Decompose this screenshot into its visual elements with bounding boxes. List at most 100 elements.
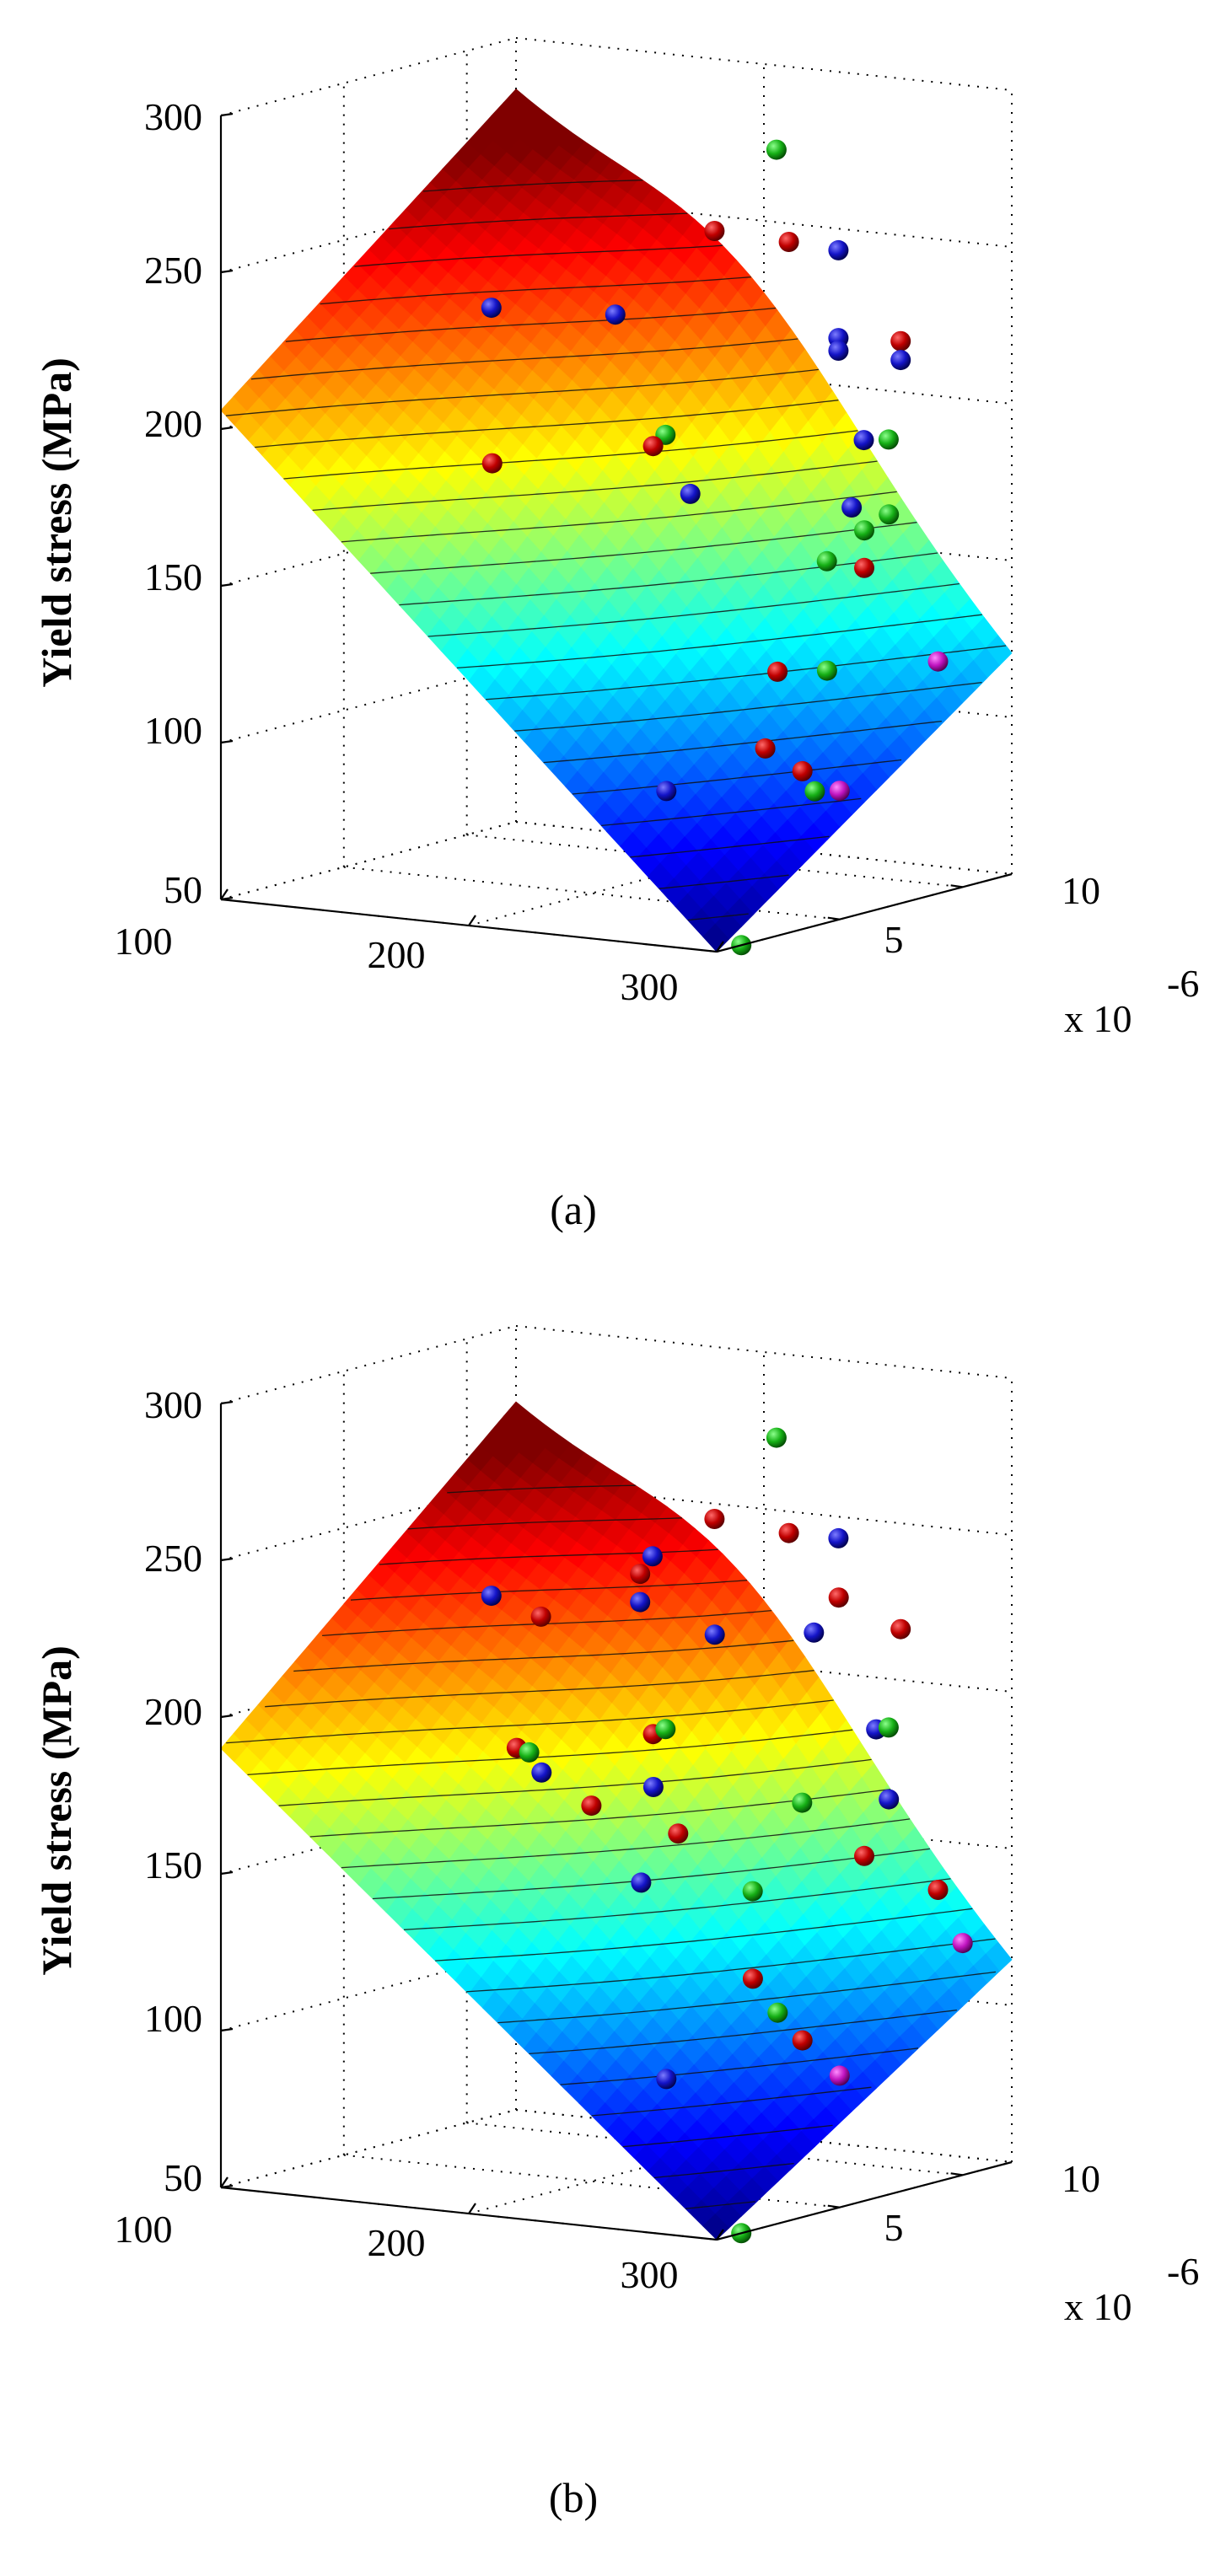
gridline	[220, 821, 517, 900]
tick-layer: 50 100 150 200 250 300 100 200 300 5 10 …	[115, 95, 1200, 1040]
gridline	[220, 37, 517, 116]
z-tick-mark	[220, 2027, 234, 2032]
data-point-blue	[828, 341, 849, 361]
data-point-red	[890, 1618, 911, 1640]
data-point-blue	[841, 497, 863, 518]
z-tick-mark	[220, 896, 234, 901]
contour-line	[486, 645, 1007, 700]
contour-line	[622, 2124, 833, 2148]
points-layer	[481, 139, 949, 956]
contour-line	[653, 2162, 794, 2179]
z-tick-mark	[220, 1557, 234, 1562]
contour-line	[456, 614, 982, 669]
y-scale-label: x 10	[1064, 997, 1132, 1040]
data-point-red	[742, 1968, 763, 1989]
y-tick-label: 5	[884, 2206, 904, 2249]
data-point-green	[792, 1792, 813, 1813]
contour-line	[341, 1818, 911, 1869]
gridline	[515, 1325, 1013, 1379]
data-point-blue	[828, 1527, 849, 1548]
z-tick-label: 250	[144, 249, 202, 292]
y-tick-label: 10	[1062, 869, 1100, 912]
contour-line	[572, 759, 902, 795]
contour-line	[659, 874, 789, 889]
data-point-blue	[656, 781, 677, 802]
data-point-green	[804, 781, 825, 802]
z-tick-mark	[220, 1870, 234, 1876]
data-point-red	[854, 1845, 874, 1866]
y-tick-label: 10	[1062, 2157, 1100, 2200]
contour-line	[225, 368, 819, 416]
x-tick-label: 300	[621, 965, 679, 1008]
data-point-red	[778, 1522, 799, 1543]
data-point-green	[766, 1427, 787, 1448]
z-tick-label: 50	[164, 868, 202, 911]
data-point-red	[778, 232, 799, 252]
contour-line	[250, 338, 798, 380]
contour-line	[226, 1699, 834, 1744]
contour-line	[601, 797, 862, 827]
contour-line	[447, 1484, 636, 1494]
z-tick-label: 200	[144, 402, 202, 445]
z-tick-label: 250	[144, 1537, 202, 1580]
contour-line	[265, 1670, 814, 1708]
figure-caption: (a)	[550, 1186, 597, 1233]
data-point-red	[481, 453, 503, 474]
contour-line	[543, 720, 942, 764]
contour-line	[529, 2009, 957, 2055]
contour-line	[293, 1640, 794, 1672]
data-point-red	[792, 760, 813, 781]
surface-chart-b: 50 100 150 200 250 300 100 200 300 5 10 …	[33, 1325, 1199, 2521]
data-point-red	[668, 1823, 689, 1844]
data-point-blue	[656, 2069, 677, 2090]
contour-line	[312, 460, 878, 512]
data-point-green	[655, 1719, 676, 1740]
contour-layer	[226, 1484, 996, 2209]
contour-line	[278, 1758, 872, 1806]
z-tick-label: 100	[144, 1997, 202, 2040]
contour-line	[389, 212, 688, 230]
contour-line	[247, 1729, 853, 1776]
data-point-green	[519, 1741, 540, 1763]
x-tick-mark	[220, 2176, 228, 2188]
contour-line	[322, 1609, 772, 1637]
contour-line	[427, 582, 960, 637]
data-point-blue	[642, 1546, 663, 1567]
contour-line	[255, 400, 839, 448]
contour-line	[497, 1971, 996, 2024]
x-tick-label: 200	[368, 933, 426, 976]
data-point-magenta	[952, 1933, 973, 1954]
data-point-blue	[853, 430, 874, 451]
contour-line	[372, 1848, 930, 1900]
data-point-red	[890, 330, 911, 352]
data-point-red	[581, 1795, 602, 1817]
figure-caption: (b)	[549, 2474, 598, 2521]
y-scale-exponent: -6	[1167, 2250, 1199, 2293]
data-point-green	[766, 139, 787, 160]
contour-line	[435, 1908, 973, 1962]
z-tick-mark	[220, 2184, 234, 2189]
data-point-blue	[630, 1591, 651, 1613]
gridline	[220, 821, 517, 900]
y-tick-mark	[950, 2172, 963, 2176]
x-tick-mark	[716, 941, 724, 953]
contour-line	[560, 2047, 919, 2085]
data-point-magenta	[829, 2065, 850, 2086]
data-point-blue	[631, 1872, 652, 1893]
contour-line	[320, 276, 751, 305]
z-tick-mark	[220, 582, 234, 588]
contour-line	[379, 1548, 718, 1565]
data-point-red	[630, 1564, 651, 1585]
surface-layer	[220, 1401, 1013, 2241]
z-tick-label: 300	[144, 95, 202, 138]
axes-box	[219, 112, 1013, 953]
data-point-red	[755, 738, 776, 759]
points-layer	[481, 1427, 973, 2244]
contour-line	[370, 522, 917, 574]
data-point-red	[767, 661, 788, 682]
data-point-red	[792, 2030, 813, 2051]
contour-line	[514, 681, 982, 732]
z-tick-label: 200	[144, 1690, 202, 1733]
x-tick-mark	[468, 915, 476, 926]
contour-line	[687, 913, 749, 921]
